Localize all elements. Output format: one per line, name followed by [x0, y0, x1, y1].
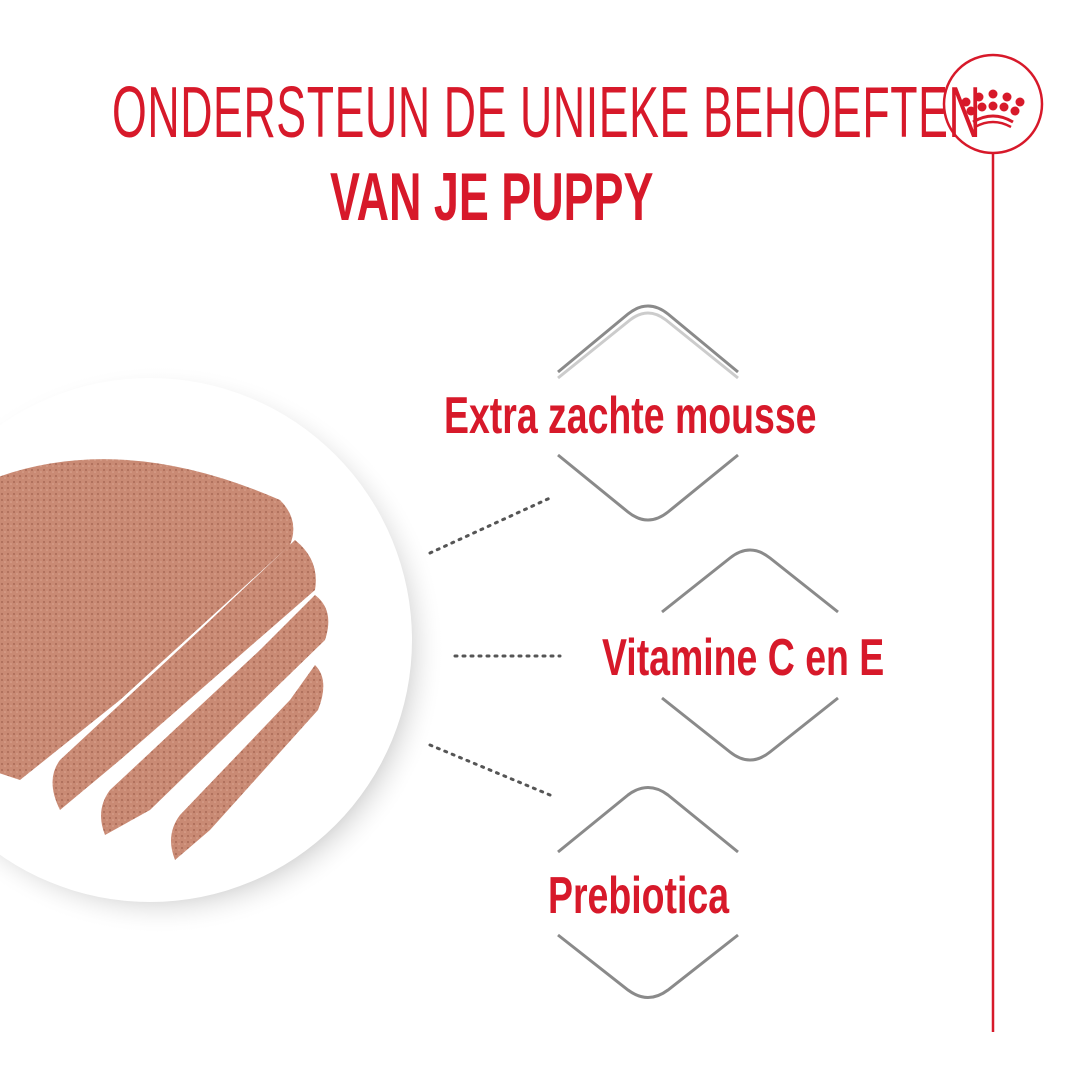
feature-label-2: Vitamine C en E	[602, 629, 885, 687]
plate-image	[0, 365, 445, 935]
feature-label-1: Extra zachte mousse	[444, 387, 817, 445]
badge-outline-2	[661, 548, 839, 762]
connector-line-1	[428, 496, 552, 555]
badge-outline-1	[557, 304, 739, 522]
brand-logo	[942, 53, 1044, 1032]
headline-line-2: VAN JE PUPPY	[330, 159, 654, 235]
crown-icon	[961, 89, 1025, 129]
feature-label-3: Prebiotica	[548, 867, 730, 925]
badge-outline-3	[557, 786, 739, 999]
headline-line-1: ONDERSTEUN DE UNIEKE BEHOEFTEN	[112, 73, 982, 153]
connector-line-3	[428, 743, 552, 797]
